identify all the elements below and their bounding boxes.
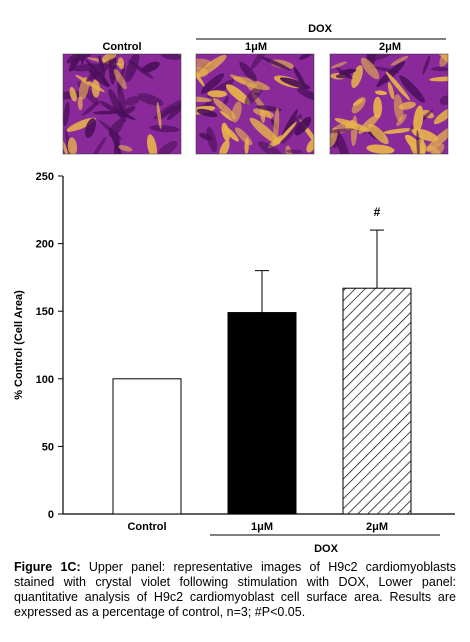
y-tick-label: 200 [36,239,54,251]
micrograph-label-2um: 2μM [379,41,401,53]
x-tick-labels: Control 1μM 2μM [127,521,440,536]
caption-label: Figure 1C: [14,560,81,574]
figure-caption: Figure 1C: Upper panel: representative i… [14,560,456,620]
dox-group-label: DOX [308,23,333,35]
micrograph-row [62,53,449,155]
bar-1um [227,312,297,515]
y-tick-label: 50 [42,441,54,453]
micrograph-1um [195,53,315,155]
y-tick-label: 0 [48,509,54,521]
bar-2um [342,287,412,515]
micrograph-control [62,53,182,155]
x-tick-label: 2μM [366,521,388,533]
bar-chart: 0 50 100 150 200 250 # Control 1μM 2μM % Contro… [13,171,455,555]
y-tick-label: 100 [36,374,54,386]
y-ticks: 0 50 100 150 200 250 [36,171,63,521]
x-axis-label: DOX [314,543,339,555]
micrograph-2um [329,53,449,155]
significance-marker: # [374,205,381,219]
bar-control [112,378,182,515]
y-tick-label: 150 [36,306,54,318]
x-tick-label: 1μM [251,521,273,533]
x-tick-label: Control [127,521,166,533]
y-tick-label: 250 [36,171,54,183]
y-axis-label: % Control (Cell Area) [13,290,25,400]
bars: # [112,205,412,515]
micrograph-label-control: Control [102,41,141,53]
micrograph-label-1um: 1μM [245,41,267,53]
caption-text: Upper panel: representative images of H9… [14,560,456,619]
